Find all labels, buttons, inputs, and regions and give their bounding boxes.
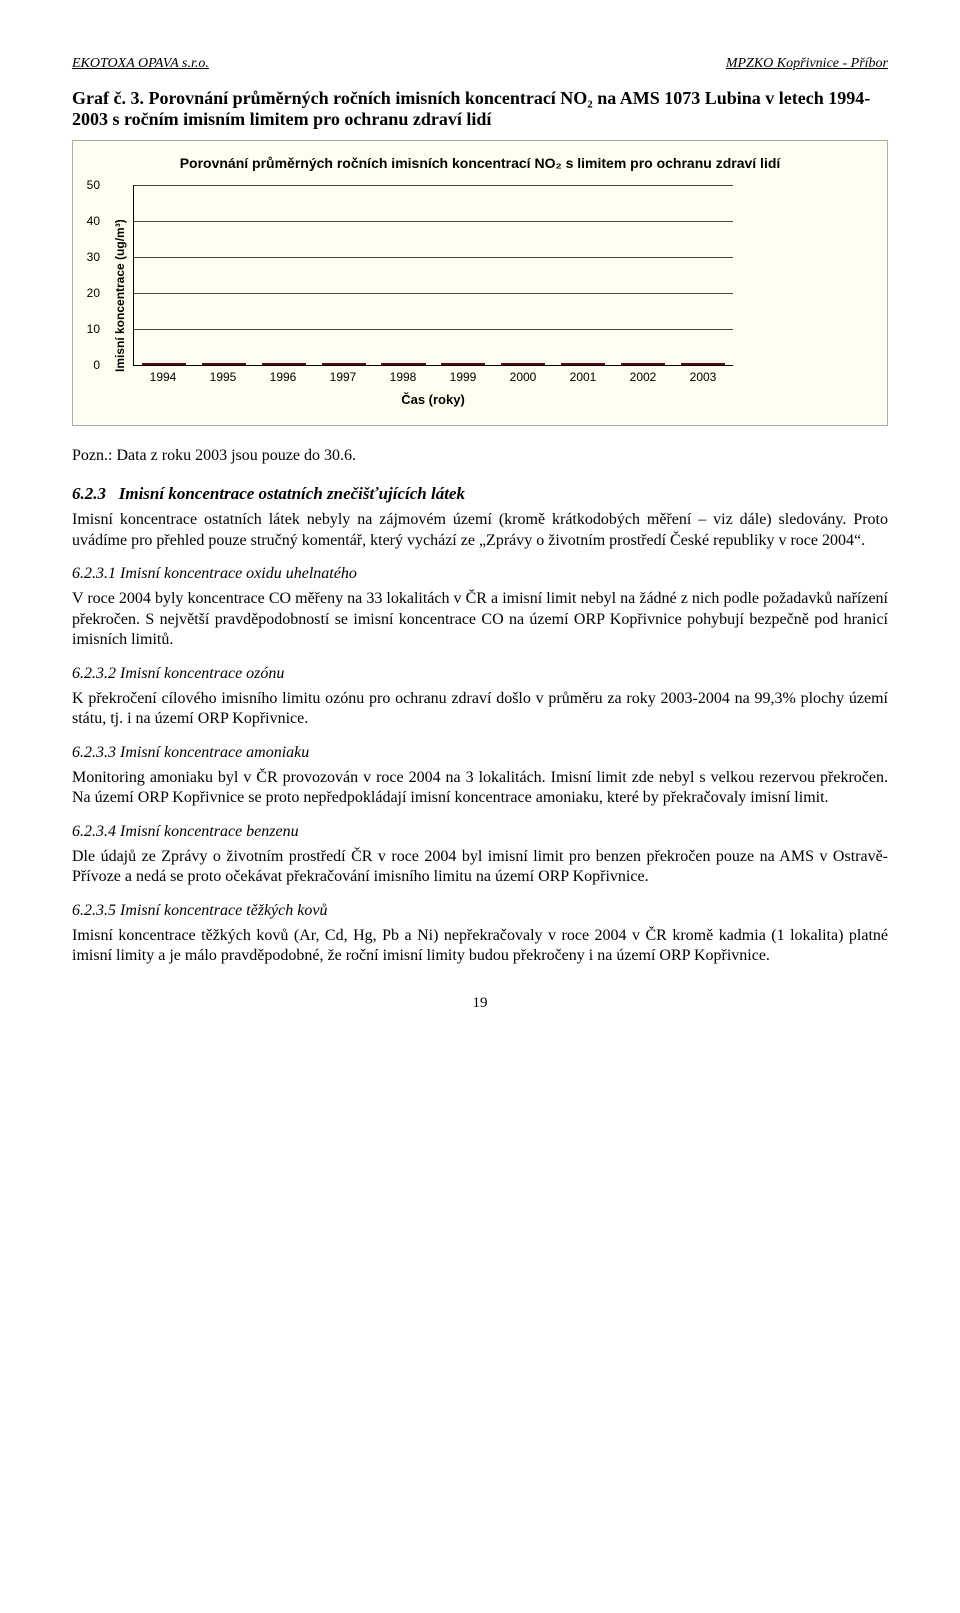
subsection-number: 6.2.3.2 xyxy=(72,665,116,682)
gridline xyxy=(134,221,733,222)
bars-group xyxy=(134,185,733,365)
y-tick-label: 0 xyxy=(93,358,100,372)
x-tick-label: 1999 xyxy=(436,370,490,384)
y-tick-label: 40 xyxy=(87,214,100,228)
footnote: Pozn.: Data z roku 2003 jsou pouze do 30… xyxy=(72,446,888,466)
subsection-number: 6.2.3.5 xyxy=(72,902,116,919)
x-tick-label: 2003 xyxy=(676,370,730,384)
gridline xyxy=(134,257,733,258)
subsection-heading: 6.2.3.1 Imisní koncentrace oxidu uhelnat… xyxy=(72,565,888,583)
y-tick-label: 30 xyxy=(87,250,100,264)
x-tick-label: 1994 xyxy=(136,370,190,384)
x-axis-label: Čas (roky) xyxy=(133,392,733,407)
page-number: 19 xyxy=(72,995,888,1012)
bar-slot xyxy=(496,363,550,365)
subsection-body: Dle údajů ze Zprávy o životním prostředí… xyxy=(72,847,888,888)
bar xyxy=(561,363,605,365)
subsection-number: 6.2.3.3 xyxy=(72,744,116,761)
section-title: Imisní koncentrace ostatních znečišťujíc… xyxy=(119,484,465,503)
subsection-body: K překročení cílového imisního limitu oz… xyxy=(72,689,888,730)
x-tick-label: 1996 xyxy=(256,370,310,384)
footnote-text: Pozn.: Data z roku 2003 jsou pouze do 30… xyxy=(72,446,888,466)
chart-title: Porovnání průměrných ročních imisních ko… xyxy=(113,155,847,171)
subsection-title: Imisní koncentrace těžkých kovů xyxy=(120,902,327,919)
document-page: EKOTOXA OPAVA s.r.o. MPZKO Kopřivnice - … xyxy=(0,0,960,1060)
bar-slot xyxy=(317,363,371,365)
bar xyxy=(681,363,725,365)
bar-slot xyxy=(556,363,610,365)
subsection-body: Monitoring amoniaku byl v ČR provozován … xyxy=(72,768,888,809)
bar xyxy=(501,363,545,365)
figure-caption: Graf č. 3. Porovnání průměrných ročních … xyxy=(72,88,888,130)
subsection-title: Imisní koncentrace benzenu xyxy=(120,823,299,840)
subsection-title: Imisní koncentrace oxidu uhelnatého xyxy=(120,565,357,582)
y-tick-label: 10 xyxy=(87,322,100,336)
x-tick-label: 1998 xyxy=(376,370,430,384)
subsection-title: Imisní koncentrace ozónu xyxy=(120,665,284,682)
x-tick-label: 2000 xyxy=(496,370,550,384)
plot-area: 01020304050 1994 1995 1996 1997 1998 1999 2000… xyxy=(133,185,733,407)
subsection-heading: 6.2.3.4 Imisní koncentrace benzenu xyxy=(72,823,888,841)
x-labels: 1994 1995 1996 1997 1998 1999 2000 2001 2002 2003 xyxy=(133,370,733,384)
bar xyxy=(202,363,246,365)
section-intro: Imisní koncentrace ostatních látek nebyl… xyxy=(72,510,888,551)
header-right: MPZKO Kopřivnice - Příbor xyxy=(726,56,888,72)
x-tick-label: 2002 xyxy=(616,370,670,384)
subsection-heading: 6.2.3.2 Imisní koncentrace ozónu xyxy=(72,665,888,683)
chart-container: Porovnání průměrných ročních imisních ko… xyxy=(72,140,888,426)
section-number: 6.2.3 xyxy=(72,484,106,503)
bar xyxy=(621,363,665,365)
gridline xyxy=(134,185,733,186)
subsection-heading: 6.2.3.5 Imisní koncentrace těžkých kovů xyxy=(72,902,888,920)
subsection-body: V roce 2004 byly koncentrace CO měřeny n… xyxy=(72,589,888,650)
gridline xyxy=(134,293,733,294)
subsection-heading: 6.2.3.3 Imisní koncentrace amoniaku xyxy=(72,744,888,762)
bar-slot xyxy=(197,363,251,365)
x-tick-label: 2001 xyxy=(556,370,610,384)
section-heading: 6.2.3 Imisní koncentrace ostatních zneči… xyxy=(72,484,888,504)
bar-slot xyxy=(436,363,490,365)
y-tick-label: 50 xyxy=(87,178,100,192)
subsection-number: 6.2.3.4 xyxy=(72,823,116,840)
bar xyxy=(381,363,425,365)
y-tick-label: 20 xyxy=(87,286,100,300)
y-axis-label: Imisní koncentrace (ug/m³) xyxy=(113,185,127,407)
header-left: EKOTOXA OPAVA s.r.o. xyxy=(72,56,209,72)
chart-body: Imisní koncentrace (ug/m³) 01020304050 1… xyxy=(113,185,847,407)
running-header: EKOTOXA OPAVA s.r.o. MPZKO Kopřivnice - … xyxy=(72,56,888,72)
bar xyxy=(142,363,186,365)
bar-slot xyxy=(676,363,730,365)
subsection-number: 6.2.3.1 xyxy=(72,565,116,582)
plot-grid: 01020304050 xyxy=(133,185,733,366)
gridline xyxy=(134,329,733,330)
bar-slot xyxy=(616,363,670,365)
x-tick-label: 1997 xyxy=(316,370,370,384)
bar xyxy=(441,363,485,365)
bar xyxy=(262,363,306,365)
subsection-body: Imisní koncentrace těžkých kovů (Ar, Cd,… xyxy=(72,926,888,967)
bar-slot xyxy=(137,363,191,365)
subsection-title: Imisní koncentrace amoniaku xyxy=(120,744,309,761)
bar xyxy=(322,363,366,365)
bar-slot xyxy=(377,363,431,365)
x-tick-label: 1995 xyxy=(196,370,250,384)
bar-slot xyxy=(257,363,311,365)
